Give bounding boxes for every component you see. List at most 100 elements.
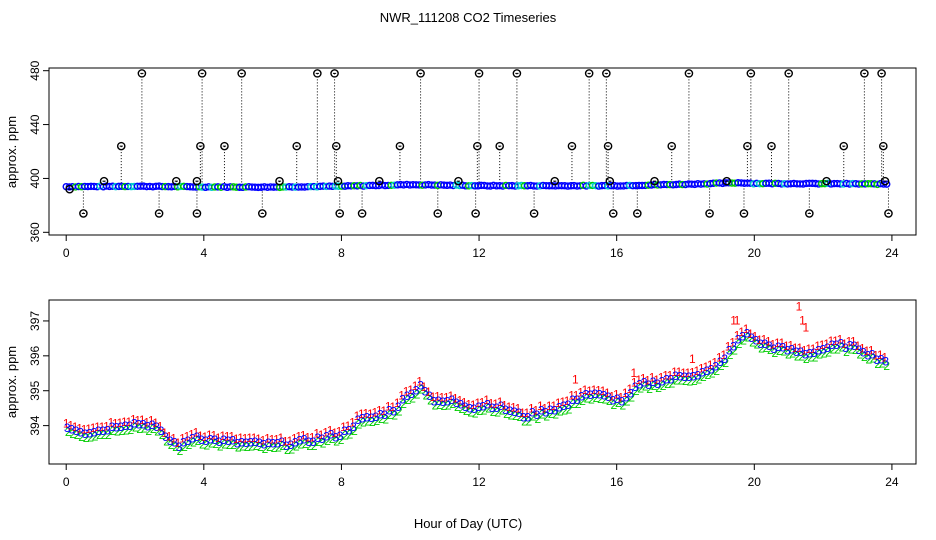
series2-marker: 2: [722, 356, 729, 370]
y-tick-label: 400: [28, 168, 42, 188]
series1-marker: 1: [868, 343, 875, 357]
series3-marker: 3: [131, 417, 138, 431]
series1-marker: 1: [814, 339, 821, 353]
series1-marker: 1: [184, 430, 191, 444]
outlier-point: [880, 176, 890, 186]
x-tick-label: 12: [472, 246, 486, 260]
outlier-point: [454, 176, 463, 186]
series2-marker: 2: [530, 410, 537, 424]
series3-marker: 3: [744, 326, 751, 340]
series3-marker: 3: [274, 437, 281, 451]
outlier-point: [512, 69, 522, 78]
series3-marker: 3: [323, 430, 330, 444]
series1-marker: 1: [622, 386, 629, 400]
outlier-point: [767, 141, 776, 151]
series1-marker: 1: [139, 413, 146, 427]
series2-marker: 2: [628, 391, 635, 405]
outlier-point: [171, 176, 181, 186]
series1-spike-marker: 1: [803, 320, 810, 334]
x-tick-label: 12: [472, 475, 486, 489]
series2-marker: 2: [87, 430, 94, 444]
series3-marker: 3: [431, 394, 438, 408]
series3-marker: 3: [627, 386, 634, 400]
series2-marker: 2: [275, 441, 282, 455]
series3-marker: 3: [118, 420, 125, 434]
outlier-point: [839, 141, 849, 151]
series3-marker: 3: [211, 433, 218, 447]
outlier-point: [416, 69, 425, 78]
outlier-point: [603, 141, 613, 151]
series2-marker: 2: [190, 436, 197, 450]
series3-marker: 3: [296, 434, 303, 448]
series1-marker: 1: [286, 434, 293, 448]
series3-marker: 3: [216, 435, 223, 449]
series1-marker: 1: [474, 396, 481, 410]
outlier-point: [313, 69, 322, 78]
outlier-point: [860, 69, 869, 78]
series2-marker: 2: [387, 408, 394, 422]
series2-marker: 2: [391, 409, 398, 423]
series3-marker: 3: [404, 389, 411, 403]
outlier-point: [220, 141, 229, 151]
y-tick-label: 440: [28, 114, 42, 134]
series1-marker: 1: [148, 414, 155, 428]
series2-marker: 2: [633, 384, 640, 398]
series1-spike-marker: 1: [631, 366, 638, 380]
series1-marker: 1: [224, 430, 231, 444]
series1-marker: 1: [859, 342, 866, 356]
series1-marker: 1: [841, 337, 848, 351]
series2-marker: 2: [221, 437, 228, 451]
series1-marker: 1: [796, 341, 803, 355]
bottom-y-axis-label: approx. ppm: [4, 346, 19, 418]
series1-marker: 1: [255, 432, 262, 446]
series2-marker: 2: [637, 382, 644, 396]
series1-marker: 1: [765, 335, 772, 349]
series2-marker: 2: [423, 388, 430, 402]
series3-marker: 3: [623, 390, 630, 404]
series1-marker: 1: [72, 420, 79, 434]
series3-marker: 3: [847, 339, 854, 353]
series1-marker: 1: [94, 420, 101, 434]
series2-marker: 2: [883, 359, 890, 373]
series1-marker: 1: [497, 395, 504, 409]
series1-marker: 1: [537, 399, 544, 413]
series2-marker: 2: [257, 440, 264, 454]
series2-marker: 2: [570, 397, 577, 411]
series1-marker: 1: [541, 401, 548, 415]
series1-marker: 1: [850, 335, 857, 349]
series1-marker: 1: [792, 341, 799, 355]
series3-marker: 3: [516, 406, 523, 420]
series2-marker: 2: [114, 425, 121, 439]
series3-marker: 3: [851, 339, 858, 353]
series1-spike-marker: 1: [796, 299, 803, 313]
series2-marker: 2: [96, 428, 103, 442]
series1-marker: 1: [291, 431, 298, 445]
series3-marker: 3: [708, 362, 715, 376]
series1-marker: 1: [273, 432, 280, 446]
x-tick-label: 20: [748, 246, 762, 260]
series3-marker: 3: [533, 408, 540, 422]
outlier-point: [474, 69, 484, 78]
outlier-point: [192, 176, 202, 186]
series2-marker: 2: [597, 392, 604, 406]
series3-marker: 3: [703, 364, 710, 378]
series2-marker: 2: [297, 438, 304, 452]
x-tick-label: 8: [338, 475, 345, 489]
series2-marker: 2: [539, 408, 546, 422]
series1-marker: 1: [595, 383, 602, 397]
series3-marker: 3: [270, 437, 277, 451]
outlier-point: [473, 141, 482, 151]
series1-marker: 1: [586, 384, 593, 398]
series1-marker: 1: [233, 432, 240, 446]
y-tick-label: 397: [28, 311, 42, 331]
series1-spike-marker: 1: [799, 313, 806, 327]
series2-marker: 2: [812, 350, 819, 364]
outlier-point: [79, 209, 88, 218]
series2-marker: 2: [284, 443, 291, 457]
series1-marker: 1: [371, 406, 378, 420]
series2-marker: 2: [145, 424, 152, 438]
series2-marker: 2: [879, 357, 886, 371]
series2-marker: 2: [548, 407, 555, 421]
series3-marker: 3: [328, 428, 335, 442]
series3-marker: 3: [878, 352, 885, 366]
